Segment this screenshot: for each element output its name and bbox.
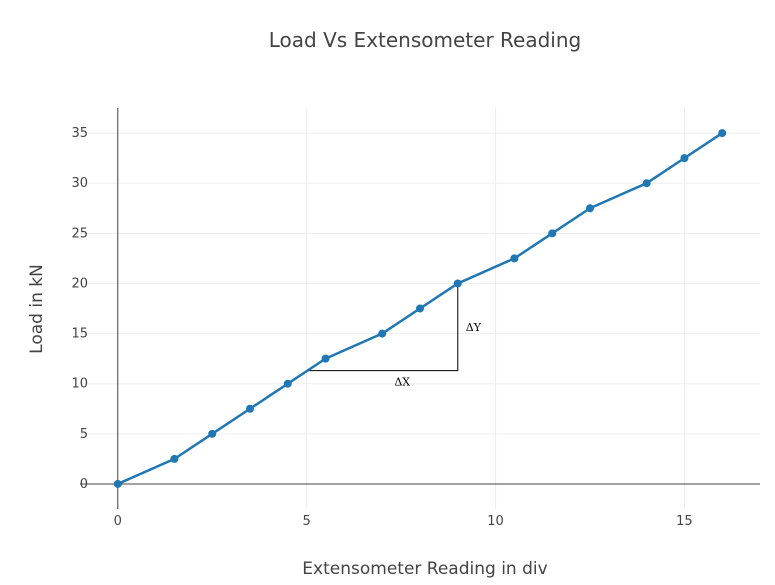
delta-x-label: ΔX <box>394 376 410 389</box>
y-tick-label: 25 <box>71 226 88 241</box>
data-point <box>416 304 424 313</box>
y-tick-label: 5 <box>80 427 88 442</box>
data-point <box>321 354 330 363</box>
chart-title: Load Vs Extensometer Reading <box>269 28 581 52</box>
x-tick-label: 5 <box>303 514 311 529</box>
data-point <box>453 279 462 288</box>
data-point <box>586 204 594 213</box>
y-tick-label: 30 <box>71 176 88 191</box>
data-point <box>246 404 254 413</box>
y-tick-label: 15 <box>71 327 88 342</box>
x-tick-label: 10 <box>487 514 504 529</box>
data-point <box>718 129 727 138</box>
data-point <box>283 379 292 388</box>
delta-y-label: ΔY <box>466 321 482 334</box>
y-tick-label: 35 <box>71 126 88 141</box>
data-point <box>548 229 557 238</box>
y-tick-label: 20 <box>71 276 88 291</box>
data-point <box>170 454 179 463</box>
data-point <box>208 429 217 438</box>
y-tick-labels: 0 5 10 15 20 25 30 35 <box>71 126 88 492</box>
x-tick-label: 15 <box>676 514 693 529</box>
data-point <box>510 254 519 263</box>
x-tick-label: 0 <box>114 514 122 529</box>
data-point <box>113 479 122 488</box>
y-axis-title: Load in kN <box>27 264 47 354</box>
data-point <box>378 329 387 338</box>
y-tick-label: 0 <box>80 477 88 492</box>
slope-triangle <box>306 283 459 372</box>
data-point <box>642 179 651 188</box>
x-tick-labels: 0 5 10 15 <box>114 514 693 529</box>
data-point <box>680 154 689 163</box>
series-layer <box>113 129 727 488</box>
y-tick-label: 10 <box>71 377 88 392</box>
x-axis-title: Extensometer Reading in div <box>302 559 547 579</box>
